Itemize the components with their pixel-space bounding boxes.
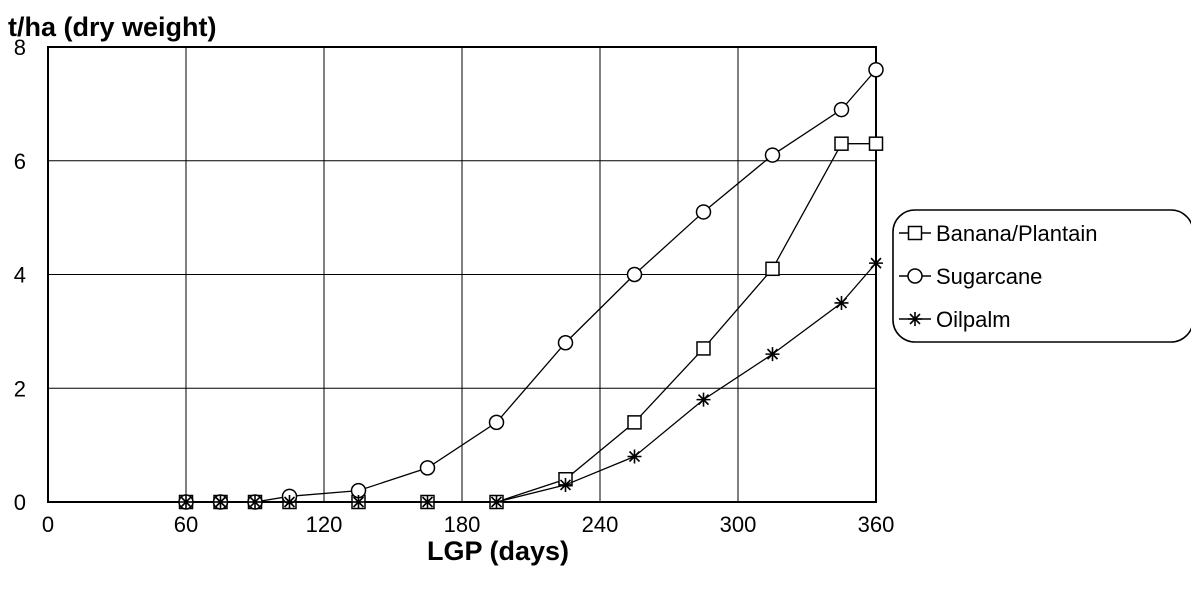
data-point-circle [488, 414, 505, 431]
series-layer [178, 62, 884, 510]
legend-label: Oilpalm [936, 307, 1011, 332]
y-axis-title: t/ha (dry weight) [8, 12, 217, 42]
y-tick-label: 4 [14, 263, 26, 288]
legend-item: Sugarcane [899, 264, 1042, 289]
data-point-circle [764, 147, 781, 163]
x-tick-label: 0 [42, 512, 54, 537]
data-point-star [351, 495, 366, 509]
data-point-circle [626, 266, 643, 283]
legend-marker-square [907, 225, 923, 241]
x-tick-label: 180 [444, 512, 481, 537]
series-sugarcane [178, 62, 884, 510]
data-point-circle [419, 460, 436, 476]
y-tick-label: 8 [14, 35, 26, 60]
data-point-square [696, 341, 711, 356]
x-tick-label: 360 [858, 512, 895, 537]
x-tick-label: 60 [174, 512, 198, 537]
legend-label: Sugarcane [936, 264, 1042, 289]
x-axis-tick-labels: 0 60 120 180 240 300 360 [42, 512, 894, 537]
series-oilpalm [179, 256, 883, 509]
data-point-star [765, 347, 780, 362]
y-tick-label: 6 [14, 149, 26, 174]
legend-item: Oilpalm [899, 307, 1011, 332]
x-tick-label: 300 [720, 512, 757, 537]
data-point-star [834, 295, 849, 310]
data-point-square [868, 136, 884, 151]
y-tick-label: 2 [14, 376, 26, 401]
x-axis-title: LGP (days) [427, 536, 569, 566]
data-point-star [627, 449, 642, 464]
data-point-square [627, 415, 642, 430]
data-point-square [834, 136, 849, 151]
data-point-star [489, 495, 504, 509]
y-tick-label: 0 [14, 490, 26, 515]
data-point-star [248, 495, 262, 509]
y-axis-tick-labels: 0 2 4 6 8 [14, 35, 26, 515]
data-point-circle [695, 204, 712, 220]
data-point-circle [868, 62, 884, 78]
data-point-star [869, 256, 883, 271]
series-banana-plantain [178, 136, 884, 510]
x-tick-label: 240 [582, 512, 619, 537]
x-tick-label: 120 [306, 512, 343, 537]
data-point-circle [833, 101, 850, 118]
data-point-star [420, 495, 435, 509]
legend: Banana/Plantain Sugarcane Oilpalm [892, 209, 1191, 343]
legend-item: Banana/Plantain [899, 221, 1097, 246]
data-point-circle [557, 335, 574, 351]
data-point-square [765, 261, 780, 277]
data-point-star [558, 477, 573, 492]
data-point-star [213, 495, 228, 509]
grid-lines [47, 46, 877, 503]
legend-label: Banana/Plantain [936, 221, 1097, 246]
data-point-star [179, 495, 193, 509]
series-line [186, 143, 876, 503]
data-point-star [282, 495, 297, 509]
data-point-star [696, 392, 711, 407]
legend-marker-star [908, 312, 922, 326]
series-line [186, 69, 877, 503]
legend-box [892, 209, 1191, 343]
legend-marker-circle [907, 268, 923, 284]
